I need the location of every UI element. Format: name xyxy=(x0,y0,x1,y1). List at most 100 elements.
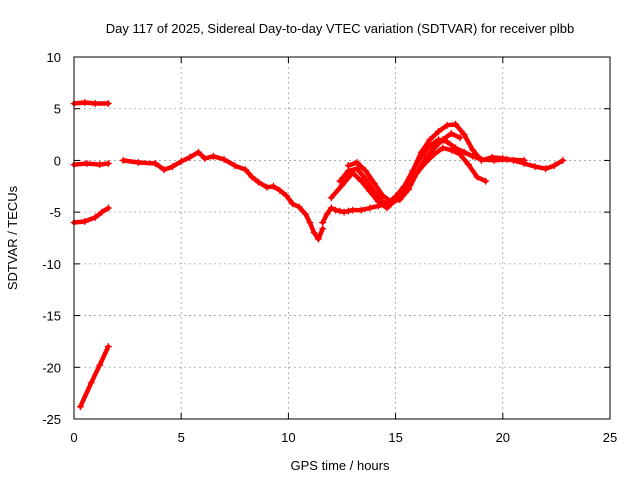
y-tick-label: -20 xyxy=(42,360,61,375)
data-point xyxy=(319,219,327,226)
data-point xyxy=(201,154,209,162)
y-tick-label: -10 xyxy=(42,257,61,272)
series-trace xyxy=(71,205,111,225)
data-point xyxy=(323,210,331,218)
data-point xyxy=(362,175,370,183)
plot-frame xyxy=(73,56,611,420)
series-trace xyxy=(337,145,488,207)
data-point xyxy=(104,343,112,351)
data-point xyxy=(460,131,468,139)
data-point xyxy=(194,148,202,156)
data-point xyxy=(282,192,290,200)
data-point xyxy=(310,229,318,237)
data-point xyxy=(550,162,558,170)
data-point xyxy=(370,179,378,187)
data-point xyxy=(263,183,271,191)
data-point xyxy=(490,156,498,164)
data-point xyxy=(379,198,387,206)
data-point xyxy=(96,361,104,369)
y-tick-label: -5 xyxy=(49,205,61,220)
data-point xyxy=(340,208,348,216)
y-tick-label: -25 xyxy=(42,412,61,427)
data-point xyxy=(104,100,112,107)
data-point xyxy=(327,204,335,212)
data-point xyxy=(370,188,378,195)
data-point xyxy=(104,204,112,212)
data-point xyxy=(353,159,361,166)
chart-title: Day 117 of 2025, Sidereal Day-to-day VTE… xyxy=(106,21,574,36)
y-tick-label: 0 xyxy=(54,153,61,168)
data-series xyxy=(70,99,567,411)
x-tick-label: 15 xyxy=(388,430,402,445)
data-point xyxy=(435,128,442,135)
data-point xyxy=(426,136,434,144)
data-point xyxy=(119,156,127,164)
data-point xyxy=(559,156,567,164)
data-point xyxy=(503,155,511,163)
data-point xyxy=(269,182,277,190)
data-point xyxy=(456,134,464,142)
series-sat-e xyxy=(119,148,327,243)
x-tick-label: 5 xyxy=(178,430,185,445)
data-point xyxy=(430,144,438,152)
data-point xyxy=(439,144,447,152)
data-point xyxy=(338,181,346,189)
y-tick-label: 5 xyxy=(54,102,61,117)
data-point xyxy=(405,185,412,193)
data-point xyxy=(460,148,468,156)
series-sat-a xyxy=(70,99,112,107)
data-point xyxy=(220,155,228,163)
data-point xyxy=(314,235,322,243)
data-point xyxy=(413,169,421,177)
data-point xyxy=(186,153,194,161)
x-tick-label: 20 xyxy=(496,430,510,445)
data-point xyxy=(231,162,239,170)
data-point xyxy=(443,138,451,146)
data-point xyxy=(76,403,84,411)
data-point xyxy=(81,99,89,106)
series-trace xyxy=(71,100,111,106)
data-point xyxy=(104,160,112,167)
series-sat-d xyxy=(76,343,112,411)
data-point xyxy=(452,120,460,128)
data-point xyxy=(409,167,417,175)
data-point xyxy=(332,206,340,214)
data-point xyxy=(134,159,142,166)
data-point xyxy=(426,142,434,150)
data-point xyxy=(276,186,284,194)
data-point xyxy=(447,130,455,137)
data-point xyxy=(443,121,451,129)
data-point xyxy=(319,225,327,233)
data-point xyxy=(209,152,217,160)
data-point xyxy=(344,207,352,215)
data-point xyxy=(465,161,472,169)
data-point xyxy=(306,219,314,226)
data-point xyxy=(96,161,104,169)
series-trace xyxy=(121,149,325,242)
series-sat-g xyxy=(327,136,528,212)
data-point xyxy=(469,146,477,154)
data-point xyxy=(160,166,168,174)
data-point xyxy=(362,167,370,175)
data-point xyxy=(91,213,99,221)
data-point xyxy=(542,165,550,173)
series-sat-i xyxy=(344,130,464,206)
data-point xyxy=(254,178,262,186)
y-tick-label: 10 xyxy=(47,50,61,65)
data-point xyxy=(469,152,477,160)
data-point xyxy=(531,163,539,171)
data-point xyxy=(422,154,430,162)
data-point xyxy=(473,173,481,181)
x-tick-label: 25 xyxy=(603,430,617,445)
data-point xyxy=(87,379,95,387)
data-point xyxy=(83,160,91,167)
data-point xyxy=(357,177,365,185)
data-point xyxy=(289,200,297,208)
axis-ticks: 0 5 10 15 20 25 -25 -20 -15 -10 -5 0 5 10 xyxy=(42,50,617,445)
grid-lines xyxy=(74,57,610,419)
data-point xyxy=(357,206,365,214)
data-point xyxy=(177,158,185,165)
series-sat-b xyxy=(70,160,112,169)
data-point xyxy=(366,204,374,212)
